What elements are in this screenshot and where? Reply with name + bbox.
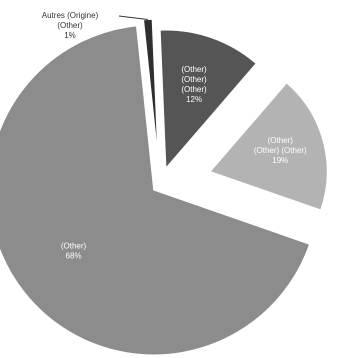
- slice-label-line: (Other): [181, 75, 207, 84]
- slice-label-1: (Other) (Other) (Other) 12%: [181, 65, 207, 104]
- slice-label-line: 68%: [66, 252, 82, 261]
- slice-label-line: 1%: [64, 31, 76, 40]
- slice-label-line: 19%: [272, 156, 288, 165]
- slice-label-line: (Other): [268, 136, 294, 145]
- slice-label-line: Autres (Origine): [42, 11, 99, 20]
- slice-label-line: (Other): [61, 242, 87, 251]
- pie-slice-2: [209, 82, 328, 211]
- slice-label-line: (Other): [181, 65, 207, 74]
- slice-label-3: (Other) 68%: [61, 242, 87, 261]
- slice-label-line: 12%: [186, 95, 202, 104]
- pie-slice-1: [159, 29, 257, 170]
- slice-label-line: (Other) (Other): [254, 146, 307, 155]
- slice-label-0: Autres (Origine) (Other) 1%: [42, 11, 99, 40]
- slice-label-2: (Other) (Other) (Other) 19%: [254, 136, 307, 165]
- slice-label-line: (Other): [57, 21, 83, 30]
- slice-label-line: (Other): [181, 85, 207, 94]
- leader-line-0: [118, 15, 148, 20]
- pie-slice-3: [0, 25, 311, 356]
